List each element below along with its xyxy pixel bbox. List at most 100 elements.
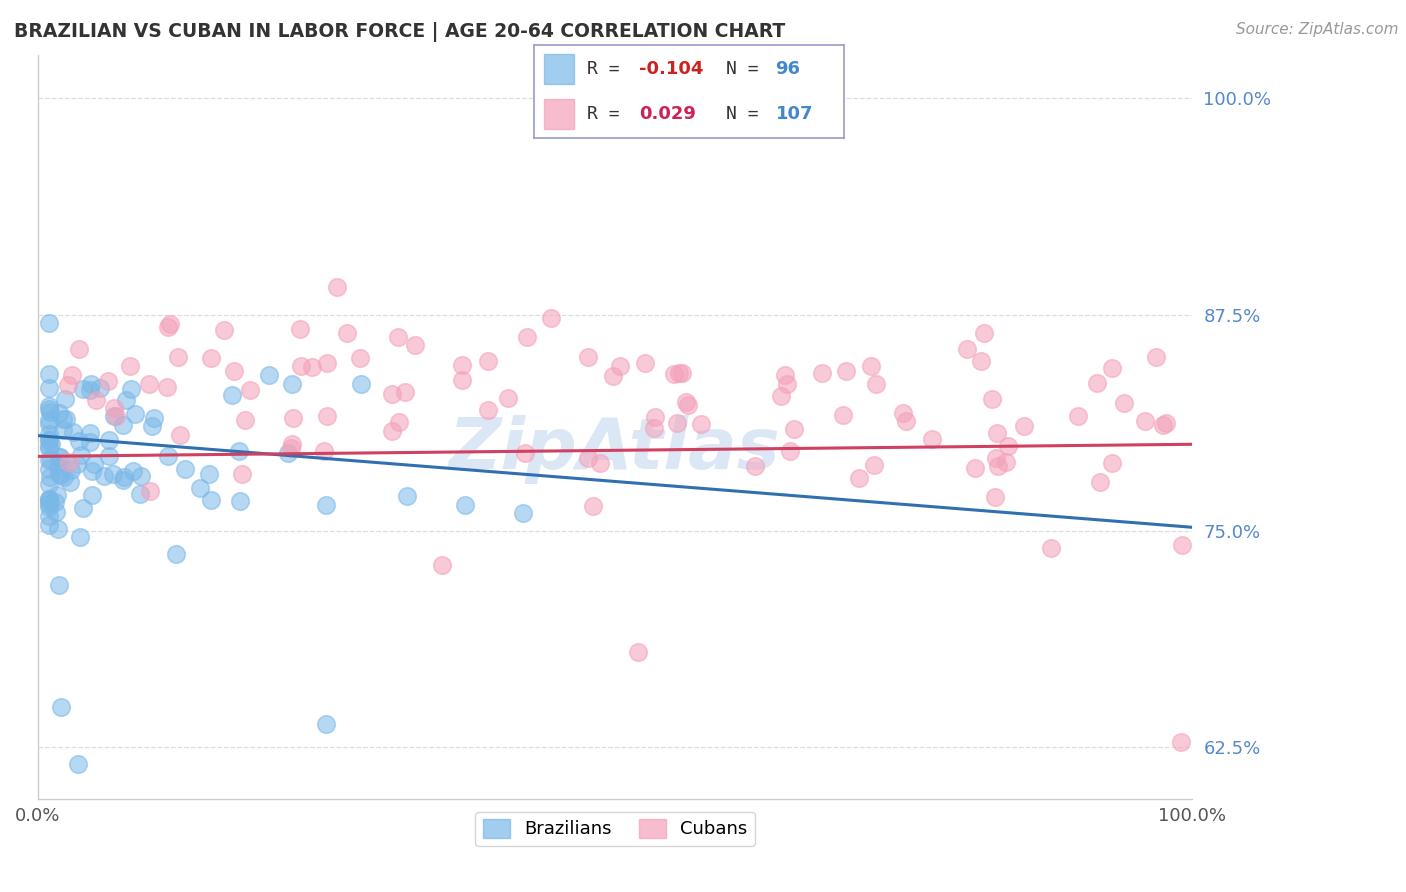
- Point: [325, 280, 347, 294]
- Point: [1012, 418, 1035, 433]
- Point: [48, 406, 70, 420]
- Point: [779, 443, 801, 458]
- Point: [48, 467, 70, 481]
- Point: [477, 402, 499, 417]
- Point: [997, 439, 1019, 453]
- Point: [169, 427, 191, 442]
- Point: [848, 471, 870, 485]
- Point: [52, 424, 75, 438]
- Point: [1170, 735, 1192, 749]
- Point: [49, 450, 72, 464]
- Point: [173, 462, 195, 476]
- Point: [165, 547, 187, 561]
- Point: [97, 374, 120, 388]
- Point: [984, 450, 1007, 465]
- Point: [668, 366, 690, 380]
- Point: [38, 399, 60, 413]
- Point: [314, 444, 336, 458]
- Point: [316, 409, 339, 423]
- Point: [770, 389, 793, 403]
- Point: [388, 415, 411, 429]
- Point: [451, 358, 474, 372]
- Point: [89, 381, 111, 395]
- Point: [111, 417, 134, 432]
- Point: [55, 412, 77, 426]
- Point: [257, 368, 280, 383]
- Point: [921, 432, 943, 446]
- Point: [396, 489, 419, 503]
- Point: [97, 433, 120, 447]
- Point: [1146, 350, 1168, 364]
- Point: [965, 461, 987, 475]
- Point: [671, 366, 693, 380]
- Point: [228, 444, 250, 458]
- Point: [1039, 541, 1062, 555]
- Point: [49, 700, 72, 714]
- Point: [38, 477, 60, 491]
- Point: [1171, 538, 1194, 552]
- Text: R =: R =: [586, 60, 630, 78]
- Point: [516, 330, 538, 344]
- Point: [38, 498, 60, 512]
- Point: [290, 359, 312, 373]
- Text: -0.104: -0.104: [640, 60, 704, 78]
- Point: [280, 376, 302, 391]
- Point: [86, 393, 108, 408]
- Point: [38, 439, 60, 453]
- Point: [38, 433, 60, 447]
- Point: [58, 455, 80, 469]
- Point: [112, 473, 135, 487]
- Point: [67, 434, 90, 449]
- Point: [67, 343, 90, 357]
- Point: [79, 383, 101, 397]
- Point: [46, 522, 69, 536]
- Point: [38, 453, 60, 467]
- Point: [689, 417, 711, 432]
- Point: [120, 382, 142, 396]
- Text: 0.029: 0.029: [640, 105, 696, 123]
- Point: [188, 481, 211, 495]
- Point: [44, 495, 66, 509]
- Point: [477, 354, 499, 368]
- Point: [52, 412, 75, 426]
- Point: [283, 411, 305, 425]
- Point: [39, 405, 62, 419]
- Point: [589, 456, 612, 470]
- Point: [157, 320, 180, 334]
- Point: [198, 467, 221, 482]
- Point: [128, 487, 150, 501]
- Point: [60, 368, 83, 383]
- Point: [69, 531, 91, 545]
- Point: [1088, 475, 1111, 489]
- Point: [235, 412, 257, 426]
- Point: [664, 368, 686, 382]
- Point: [101, 467, 124, 481]
- Point: [141, 419, 163, 434]
- Point: [200, 492, 222, 507]
- Point: [80, 464, 103, 478]
- Point: [60, 463, 83, 477]
- Point: [38, 381, 60, 395]
- Point: [1154, 416, 1177, 430]
- Point: [142, 410, 165, 425]
- Point: [277, 445, 299, 459]
- Text: N =: N =: [725, 60, 769, 78]
- Point: [350, 376, 373, 391]
- Point: [973, 326, 995, 340]
- Point: [38, 441, 60, 455]
- Point: [773, 368, 796, 382]
- Point: [451, 373, 474, 387]
- Point: [315, 717, 337, 731]
- Point: [46, 459, 69, 474]
- Point: [380, 387, 402, 401]
- Text: R =: R =: [586, 105, 630, 123]
- Point: [349, 351, 371, 365]
- Point: [576, 450, 599, 465]
- Point: [860, 359, 883, 373]
- Point: [80, 376, 103, 391]
- Point: [863, 458, 886, 473]
- Point: [48, 450, 70, 465]
- Point: [582, 499, 605, 513]
- Point: [221, 387, 243, 401]
- Point: [59, 475, 82, 490]
